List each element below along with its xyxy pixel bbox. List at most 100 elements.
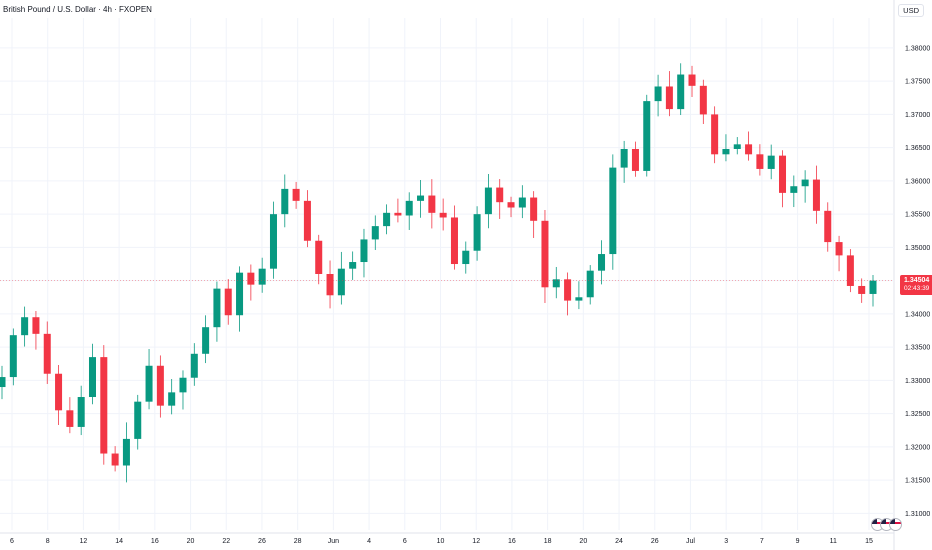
candle-body[interactable] bbox=[100, 357, 108, 454]
candle-body[interactable] bbox=[417, 195, 425, 201]
candle-body[interactable] bbox=[371, 226, 379, 240]
last-price-tag: 1.34504 02:43:39 bbox=[900, 275, 932, 295]
x-tick-label: 20 bbox=[187, 538, 195, 545]
candle-body[interactable] bbox=[9, 335, 17, 378]
x-tick-label: 28 bbox=[294, 538, 302, 545]
candle-body[interactable] bbox=[439, 212, 447, 218]
candle-body[interactable] bbox=[236, 272, 244, 316]
candle-body[interactable] bbox=[767, 155, 775, 169]
candle-body[interactable] bbox=[699, 85, 707, 115]
candle-body[interactable] bbox=[598, 254, 606, 271]
candle-body[interactable] bbox=[394, 212, 402, 216]
candle-body[interactable] bbox=[202, 327, 210, 354]
candle-body[interactable] bbox=[609, 167, 617, 255]
x-tick-label: 16 bbox=[508, 538, 516, 545]
candle-body[interactable] bbox=[213, 288, 221, 328]
candle-body[interactable] bbox=[835, 242, 843, 256]
candle-body[interactable] bbox=[858, 285, 866, 294]
candle-body[interactable] bbox=[32, 317, 40, 334]
candle-body[interactable] bbox=[349, 262, 357, 269]
candle-body[interactable] bbox=[66, 410, 74, 427]
candle-body[interactable] bbox=[134, 401, 142, 439]
candle-body[interactable] bbox=[21, 317, 29, 336]
x-tick-label: 6 bbox=[403, 538, 407, 545]
x-tick-label: 7 bbox=[760, 538, 764, 545]
candle-body[interactable] bbox=[111, 453, 119, 466]
candle-body[interactable] bbox=[156, 365, 164, 406]
candle-body[interactable] bbox=[846, 255, 854, 286]
candle-body[interactable] bbox=[654, 86, 662, 102]
candle-body[interactable] bbox=[677, 74, 685, 110]
candle-body[interactable] bbox=[665, 86, 673, 110]
candle-body[interactable] bbox=[145, 365, 153, 402]
y-tick-label: 1.32000 bbox=[905, 444, 930, 451]
candle-body[interactable] bbox=[0, 377, 6, 388]
candle-body[interactable] bbox=[450, 217, 458, 265]
candle-body[interactable] bbox=[530, 197, 538, 221]
candle-body[interactable] bbox=[620, 148, 628, 168]
candle-body[interactable] bbox=[281, 188, 289, 215]
x-tick-label: 14 bbox=[115, 538, 123, 545]
candle-body[interactable] bbox=[326, 274, 334, 296]
candle-body[interactable] bbox=[224, 288, 232, 316]
candle-body[interactable] bbox=[745, 144, 753, 155]
y-tick-label: 1.36500 bbox=[905, 145, 930, 152]
candle-body[interactable] bbox=[496, 187, 504, 203]
candle-body[interactable] bbox=[315, 240, 323, 274]
candle-body[interactable] bbox=[688, 74, 696, 86]
x-tick-label: 8 bbox=[46, 538, 50, 545]
candle-body[interactable] bbox=[292, 188, 300, 201]
us-flag-icon[interactable] bbox=[889, 518, 902, 531]
candle-body[interactable] bbox=[484, 187, 492, 215]
candle-body[interactable] bbox=[77, 397, 85, 427]
candle-body[interactable] bbox=[55, 373, 63, 411]
candle-body[interactable] bbox=[586, 270, 594, 298]
candle-body[interactable] bbox=[383, 212, 391, 227]
candle-body[interactable] bbox=[303, 200, 311, 241]
candle-body[interactable] bbox=[360, 239, 368, 263]
y-tick-label: 1.37500 bbox=[905, 79, 930, 86]
candle-body[interactable] bbox=[790, 186, 798, 193]
y-tick-label: 1.38000 bbox=[905, 45, 930, 52]
y-tick-label: 1.33000 bbox=[905, 378, 930, 385]
candle-body[interactable] bbox=[462, 250, 470, 265]
candle-body[interactable] bbox=[88, 357, 97, 398]
candle-body[interactable] bbox=[43, 333, 51, 374]
candle-body[interactable] bbox=[801, 179, 809, 187]
candle-body[interactable] bbox=[575, 297, 583, 301]
candle-body[interactable] bbox=[778, 155, 787, 193]
candle-body[interactable] bbox=[733, 144, 741, 149]
currency-label[interactable]: USD bbox=[898, 4, 924, 17]
candle-body[interactable] bbox=[518, 197, 526, 208]
candle-body[interactable] bbox=[722, 148, 730, 155]
x-tick-label: 11 bbox=[830, 538, 837, 545]
candle-body[interactable] bbox=[541, 220, 549, 288]
candle-body[interactable] bbox=[190, 353, 198, 378]
candle-body[interactable] bbox=[824, 210, 832, 243]
candle-body[interactable] bbox=[756, 154, 764, 169]
candle-body[interactable] bbox=[812, 179, 820, 211]
candle-body[interactable] bbox=[552, 279, 560, 288]
candle-body[interactable] bbox=[428, 195, 436, 213]
economic-events[interactable] bbox=[871, 518, 902, 531]
x-tick-label: 22 bbox=[222, 538, 230, 545]
candle-body[interactable] bbox=[643, 101, 651, 171]
candle-body[interactable] bbox=[168, 392, 176, 406]
candle-body[interactable] bbox=[269, 214, 277, 269]
candle-body[interactable] bbox=[507, 202, 515, 208]
y-tick-label: 1.37000 bbox=[905, 112, 930, 119]
candle-body[interactable] bbox=[122, 438, 130, 466]
x-tick-label: 9 bbox=[796, 538, 800, 545]
candle-body[interactable] bbox=[405, 200, 413, 216]
candle-body[interactable] bbox=[337, 268, 345, 296]
candle-body[interactable] bbox=[631, 148, 639, 171]
candle-body[interactable] bbox=[258, 268, 266, 285]
candle-body[interactable] bbox=[179, 377, 187, 393]
candle-body[interactable] bbox=[247, 272, 255, 285]
candle-body[interactable] bbox=[869, 280, 877, 294]
candle-body[interactable] bbox=[711, 114, 719, 155]
candle-body[interactable] bbox=[473, 214, 481, 251]
candle-body[interactable] bbox=[564, 279, 572, 301]
